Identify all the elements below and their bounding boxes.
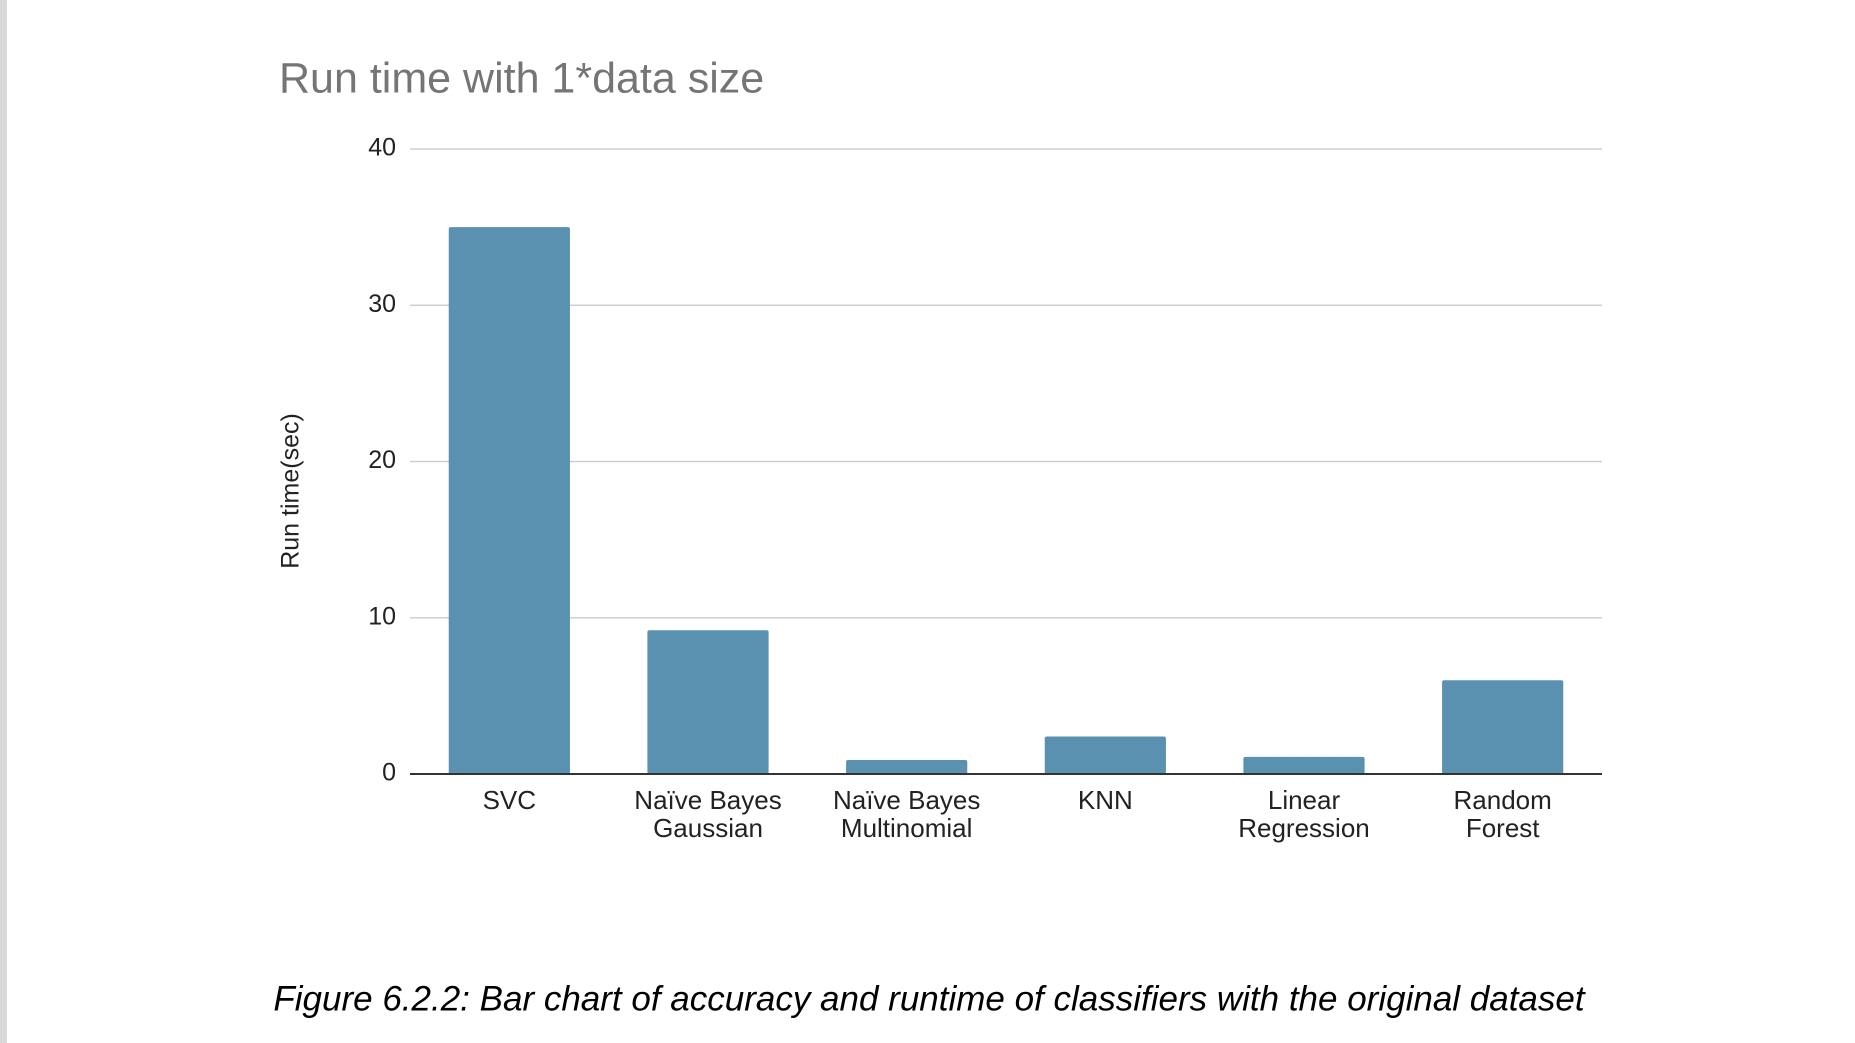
y-tick-label: 30 xyxy=(368,290,396,318)
chart-title: Run time with 1*data size xyxy=(279,54,764,102)
bar xyxy=(1243,756,1365,774)
bar xyxy=(1442,680,1564,774)
y-tick-label: 40 xyxy=(368,134,396,162)
page-border xyxy=(0,0,7,1043)
bar xyxy=(647,630,769,774)
caption: Figure 6.2.2: Bar chart of accuracy and … xyxy=(273,979,1585,1018)
bar xyxy=(846,759,968,774)
x-tick-label: Random xyxy=(1454,785,1552,815)
y-axis-label: Run time(sec) xyxy=(277,413,305,569)
y-tick-label: 20 xyxy=(368,446,396,474)
bar xyxy=(1044,736,1166,774)
x-tick-label: Forest xyxy=(1466,813,1540,843)
y-tick-label: 10 xyxy=(368,602,396,630)
bar xyxy=(448,227,570,774)
x-tick-label: Naïve Bayes xyxy=(634,785,781,815)
x-tick-label: KNN xyxy=(1078,785,1133,815)
x-tick-label: Multinomial xyxy=(841,813,973,843)
x-tick-label: Regression xyxy=(1238,813,1370,843)
x-tick-label: Gaussian xyxy=(653,813,763,843)
x-tick-label: Linear xyxy=(1268,785,1341,815)
x-tick-label: SVC xyxy=(483,785,536,815)
x-tick-label: Naïve Bayes xyxy=(833,785,980,815)
y-tick-label: 0 xyxy=(382,759,396,787)
